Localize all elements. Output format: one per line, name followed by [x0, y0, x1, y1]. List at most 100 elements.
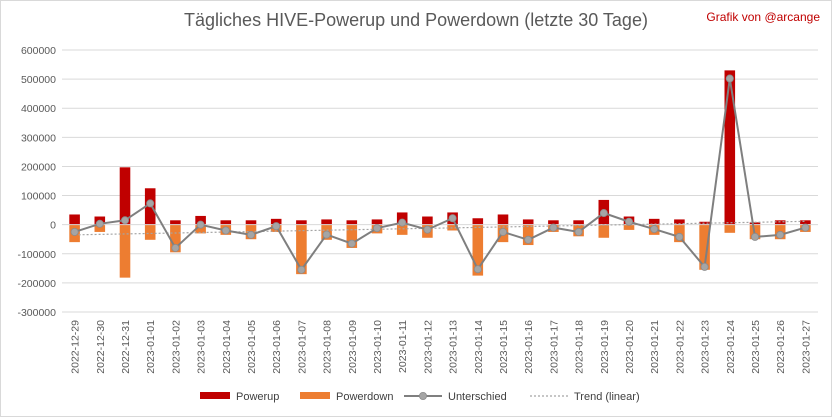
powerup-bar [296, 220, 307, 225]
x-tick-label: 2023-01-04 [221, 320, 233, 374]
x-tick-label: 2023-01-03 [196, 320, 208, 374]
x-tick-label: 2022-12-29 [70, 320, 82, 374]
x-tick-label: 2023-01-24 [725, 320, 737, 374]
difference-point [70, 227, 79, 236]
x-tick-label: 2023-01-15 [498, 320, 510, 374]
x-tick-label: 2023-01-07 [296, 320, 308, 374]
y-tick-label: 500000 [21, 74, 56, 86]
difference-point [95, 219, 104, 228]
difference-series-line [74, 78, 806, 272]
difference-point [196, 220, 205, 229]
powerdown-bar [396, 224, 408, 235]
difference-point [121, 216, 130, 225]
y-tick-label: 400000 [21, 103, 56, 115]
difference-point [751, 232, 760, 241]
legend-swatch [200, 392, 230, 399]
powerup-bar [724, 70, 736, 225]
powerup-bar [321, 219, 332, 225]
difference-point [146, 199, 155, 208]
difference-point [776, 230, 785, 239]
y-tick-label: 100000 [21, 191, 56, 203]
x-tick-label: 2022-12-31 [120, 320, 132, 374]
x-tick-label: 2023-01-02 [170, 320, 182, 374]
powerup-bar [396, 212, 408, 225]
difference-point [700, 262, 709, 271]
legend-swatch [300, 392, 330, 399]
x-tick-label: 2022-12-30 [95, 320, 107, 374]
x-tick-label: 2023-01-09 [347, 320, 359, 374]
x-tick-label: 2023-01-27 [800, 320, 812, 374]
powerdown-bar [522, 224, 534, 246]
legend-label: Powerup [236, 391, 279, 403]
x-tick-label: 2023-01-18 [574, 320, 586, 374]
powerup-bar [674, 219, 685, 225]
powerdown-bar [144, 224, 156, 240]
powerup-bar [548, 220, 559, 225]
powerdown-bar [472, 224, 484, 276]
difference-point [574, 227, 583, 236]
difference-point [725, 74, 734, 83]
difference-point [272, 222, 281, 231]
difference-point [322, 230, 331, 239]
legend: Powerup Powerdown Unterschied Trend (linear… [200, 391, 640, 403]
difference-point [650, 225, 659, 234]
difference-point [524, 235, 533, 244]
x-tick-label: 2023-01-14 [473, 320, 485, 374]
powerup-bar [749, 222, 761, 225]
y-tick-label: -100000 [17, 249, 56, 261]
powerup-bar [119, 167, 131, 225]
powerup-bar [699, 221, 710, 225]
trend-linear-line [74, 220, 806, 236]
powerdown-bar [447, 224, 458, 231]
x-tick-label: 2023-01-01 [145, 320, 157, 374]
difference-point [423, 225, 432, 234]
y-tick-label: -300000 [17, 307, 56, 319]
x-tick-label: 2023-01-19 [599, 320, 611, 374]
difference-point [801, 223, 810, 232]
powerdown-bar [195, 224, 206, 234]
powerdown-bar [296, 224, 307, 275]
powerup-bar [346, 220, 358, 225]
difference-point [473, 265, 482, 274]
legend-marker [418, 391, 427, 400]
difference-point [297, 265, 306, 274]
powerdown-bar [699, 224, 710, 270]
x-tick-label: 2023-01-17 [548, 320, 560, 374]
powerup-bar [472, 218, 484, 225]
legend-label: Unterschied [448, 391, 507, 403]
powerup-bar [648, 218, 660, 225]
legend-label: Trend (linear) [574, 391, 640, 403]
x-tick-label: 2023-01-06 [271, 320, 283, 374]
x-tick-label: 2023-01-10 [372, 320, 384, 374]
x-tick-label: 2023-01-22 [674, 320, 686, 374]
powerdown-bar [346, 224, 358, 248]
powerdown-bar [623, 224, 635, 230]
x-tick-label: 2023-01-13 [448, 320, 460, 374]
powerup-bar [220, 220, 232, 225]
difference-point [675, 232, 684, 241]
difference-point [372, 224, 381, 233]
difference-point [246, 230, 255, 239]
powerup-bar [573, 220, 584, 225]
difference-point [549, 223, 558, 232]
y-tick-label: 300000 [21, 132, 56, 144]
difference-point [448, 214, 457, 223]
y-tick-label: 600000 [21, 45, 56, 57]
x-tick-label: 2023-01-11 [397, 320, 409, 373]
x-tick-label: 2023-01-21 [649, 320, 661, 374]
chart-credit: Grafik von @arcange [706, 10, 820, 24]
powerup-bar [522, 219, 534, 225]
powerup-bar [800, 220, 811, 225]
y-tick-label: -200000 [17, 278, 56, 290]
difference-line [70, 74, 810, 274]
powerup-bar [195, 215, 206, 225]
powerdown-bar [724, 224, 736, 233]
x-tick-label: 2023-01-12 [422, 320, 434, 374]
powerdown-bar [94, 224, 106, 232]
powerdown-bar [119, 224, 131, 278]
x-tick-label: 2023-01-08 [322, 320, 334, 374]
powerup-bar [270, 218, 282, 225]
chart-title: Tägliches HIVE-Powerup und Powerdown (le… [184, 10, 648, 30]
